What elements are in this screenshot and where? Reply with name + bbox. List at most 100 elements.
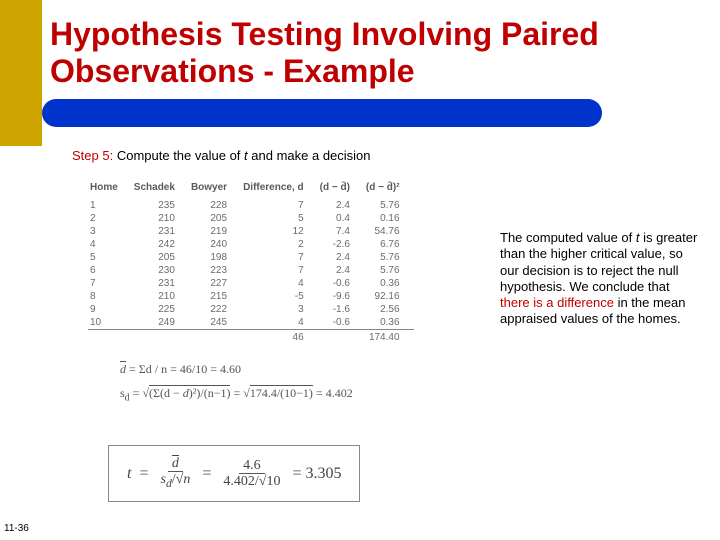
table-cell: 3 [88,225,132,238]
table-cell: 0.4 [318,212,364,225]
table-cell: 249 [132,316,189,330]
table-cell: 54.76 [364,225,414,238]
table-cell: 245 [189,316,241,330]
table-cell: 227 [189,277,241,290]
t-lhs: t [127,465,131,483]
sum-d: 46 [241,330,318,345]
blue-divider-bar [42,99,602,127]
table-cell: 7 [241,199,318,212]
step-text-b: and make a decision [248,148,371,163]
table-cell: -1.6 [318,303,364,316]
step-text-a: Compute the value of [117,148,244,163]
sd-formula: sd = √(Σ(d − d)²)/(n−1) = √174.4/(10−1) … [120,384,353,405]
table-cell: 7 [241,251,318,264]
table-row: 42422402-2.66.76 [88,238,414,251]
table-cell: 210 [132,212,189,225]
table-cell: 2.4 [318,199,364,212]
table-cell: -0.6 [318,277,364,290]
col-schadek: Schadek [132,180,189,199]
table-cell: 242 [132,238,189,251]
table-cell: 2.56 [364,303,414,316]
table-cell: 92.16 [364,290,414,303]
table-cell: 210 [132,290,189,303]
table-cell: 222 [189,303,241,316]
table-sum-row: 46 174.40 [88,330,414,345]
table-cell: 8 [88,290,132,303]
mean-formula: d = Σd / n = 46/10 = 4.60 [120,360,353,378]
col-bowyer: Bowyer [189,180,241,199]
table-cell: 228 [189,199,241,212]
formula-block: d = Σd / n = 46/10 = 4.60 sd = √(Σ(d − d… [120,360,353,411]
table-cell: 2 [241,238,318,251]
explain-a: The computed value of [500,230,636,245]
table-cell: 205 [189,212,241,225]
table-cell: 9 [88,303,132,316]
step-instruction: Step 5: Compute the value of t and make … [72,148,371,163]
table-row: 102492454-0.60.36 [88,316,414,330]
table-row: 520519872.45.76 [88,251,414,264]
table-cell: 10 [88,316,132,330]
table-cell: 4 [241,316,318,330]
table-cell: 2.4 [318,264,364,277]
table-cell: 2 [88,212,132,225]
table-row: 92252223-1.62.56 [88,303,414,316]
table-cell: 231 [132,225,189,238]
step-label: Step 5: [72,148,113,163]
table-cell: 6 [88,264,132,277]
table-cell: 3 [241,303,318,316]
table-cell: -0.6 [318,316,364,330]
table-cell: -5 [241,290,318,303]
table-cell: 5.76 [364,199,414,212]
table-cell: 7.4 [318,225,364,238]
table-row: 221020550.40.16 [88,212,414,225]
slide-title: Hypothesis Testing Involving Paired Obse… [50,16,670,90]
page-number: 11-36 [4,523,29,534]
table-cell: 4 [241,277,318,290]
table-cell: -2.6 [318,238,364,251]
table-cell: 6.76 [364,238,414,251]
gold-accent-bar [0,0,42,146]
explain-c: there is a difference [500,295,614,310]
table-cell: 231 [132,277,189,290]
table-row: 623022372.45.76 [88,264,414,277]
table-cell: 205 [132,251,189,264]
table-cell: 12 [241,225,318,238]
table-cell: -9.6 [318,290,364,303]
table-cell: 7 [88,277,132,290]
table-cell: 5 [241,212,318,225]
table-row: 3231219127.454.76 [88,225,414,238]
table-row: 72312274-0.60.36 [88,277,414,290]
table-cell: 240 [189,238,241,251]
table-cell: 230 [132,264,189,277]
col-home: Home [88,180,132,199]
t-result: = 3.305 [292,465,341,483]
table-cell: 5 [88,251,132,264]
table-row: 8210215-5-9.692.16 [88,290,414,303]
t-frac-numeric: 4.6 4.402/√10 [219,458,284,490]
t-eq2: = [202,465,211,483]
data-table-region: Home Schadek Bowyer Difference, d (d − d… [88,180,414,344]
table-cell: 0.36 [364,316,414,330]
table-cell: 4 [88,238,132,251]
t-frac-symbolic: d sd/√n [156,456,194,491]
table-cell: 223 [189,264,241,277]
sum-sq: 174.40 [364,330,414,345]
table-cell: 0.16 [364,212,414,225]
table-row: 123522872.45.76 [88,199,414,212]
table-cell: 1 [88,199,132,212]
table-cell: 215 [189,290,241,303]
table-cell: 235 [132,199,189,212]
paired-data-table: Home Schadek Bowyer Difference, d (d − d… [88,180,414,344]
conclusion-text: The computed value of t is greater than … [500,230,700,328]
t-statistic-formula: t = d sd/√n = 4.6 4.402/√10 = 3.305 [108,445,360,502]
table-cell: 5.76 [364,264,414,277]
table-cell: 5.76 [364,251,414,264]
t-eq1: = [139,465,148,483]
col-devsq: (d − d̄)² [364,180,414,199]
table-cell: 0.36 [364,277,414,290]
table-cell: 7 [241,264,318,277]
table-cell: 198 [189,251,241,264]
col-diff: Difference, d [241,180,318,199]
col-dev: (d − d̄) [318,180,364,199]
table-cell: 219 [189,225,241,238]
